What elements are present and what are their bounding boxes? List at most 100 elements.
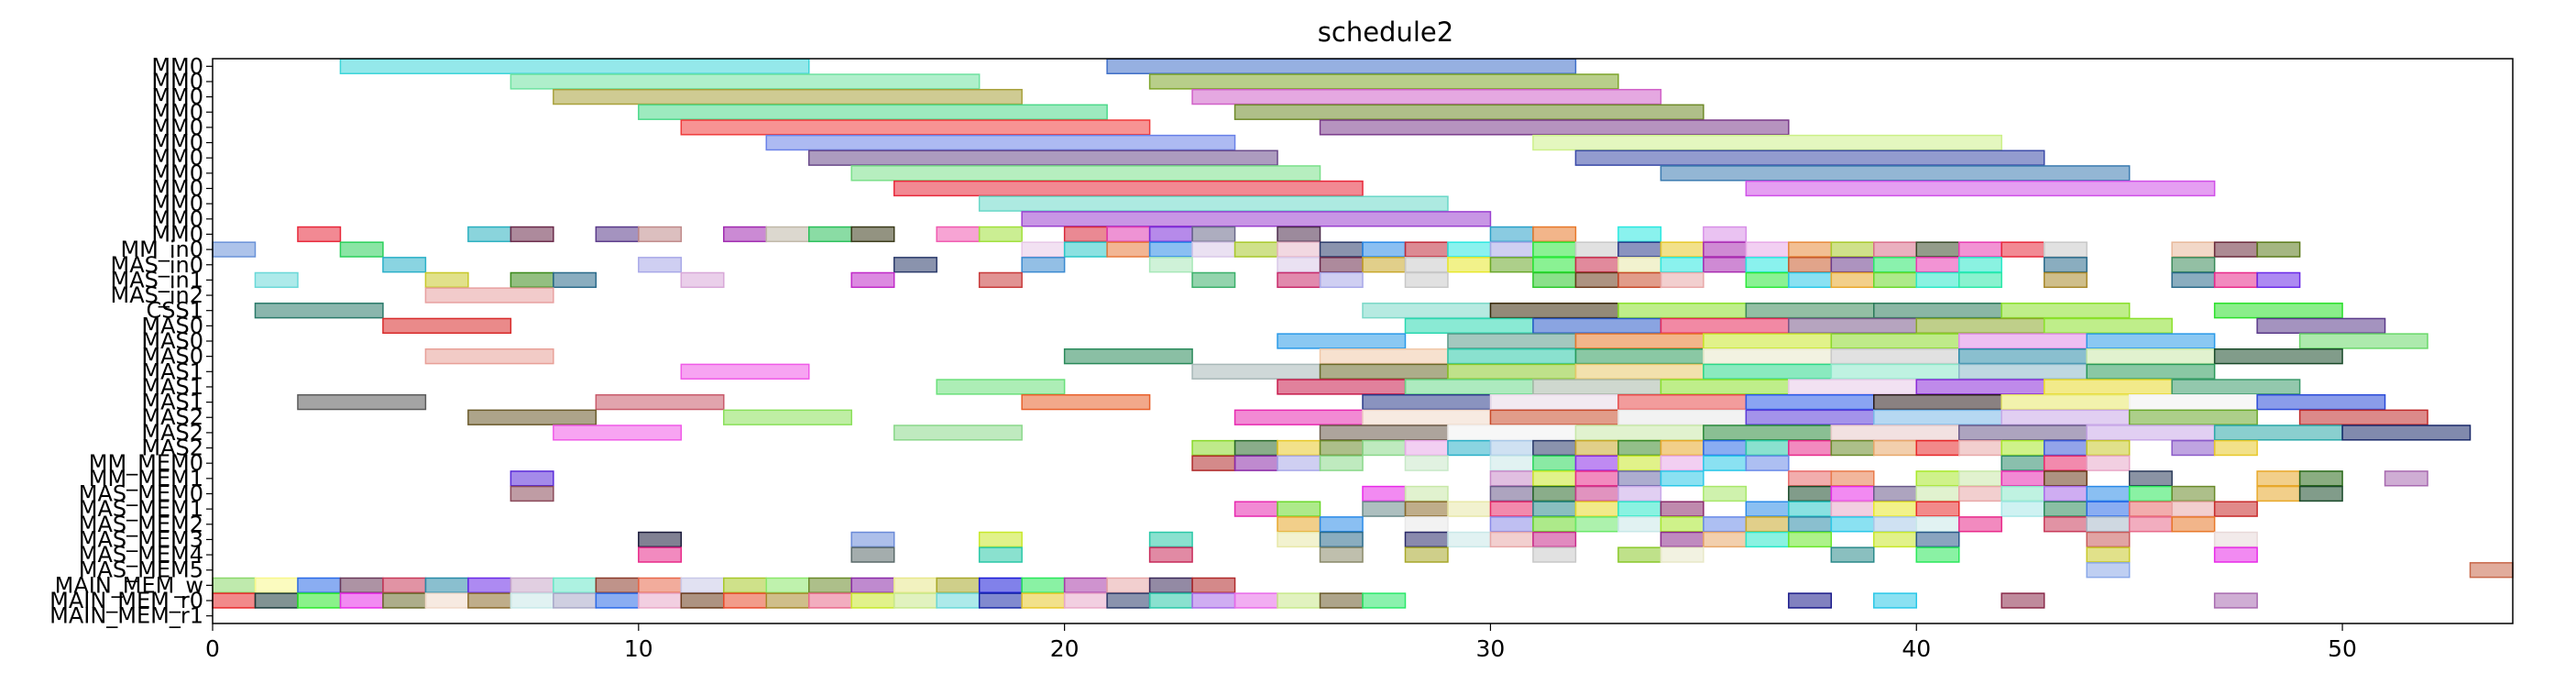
task-bar [2043, 501, 2088, 517]
task-bar [1574, 470, 1619, 487]
chart-title: schedule2 [1318, 17, 1453, 48]
y-tick-label: MAS0 [141, 328, 203, 354]
task-bar [978, 195, 1449, 212]
task-bar [1617, 501, 1662, 517]
task-bar [1703, 226, 1748, 243]
task-bar [1319, 363, 1449, 380]
task-bar [2128, 516, 2173, 533]
task-bar [1617, 303, 1748, 319]
task-bar [1319, 241, 1364, 258]
task-bar [978, 271, 1023, 289]
task-bar [1362, 241, 1407, 258]
y-tick-label: MAS_MEM0 [79, 480, 203, 506]
task-bar [1319, 425, 1449, 441]
task-bar [1957, 363, 2088, 380]
y-tick-label: MAIN_MEM_r1 [49, 603, 203, 629]
task-bar [1021, 393, 1151, 411]
task-bar [1532, 546, 1577, 563]
task-bar [1319, 516, 1364, 533]
task-bar [1957, 257, 2002, 273]
task-bar [1362, 439, 1407, 457]
task-bar [2171, 501, 2216, 517]
task-bar [553, 592, 597, 609]
y-tick-label: MM0 [151, 130, 203, 156]
task-bar [2086, 546, 2131, 563]
task-bar [638, 592, 683, 609]
task-bar [1106, 58, 1577, 74]
task-bar [2213, 241, 2258, 258]
task-bar [1447, 363, 1577, 380]
task-bar [1148, 226, 1193, 243]
task-bar [936, 592, 981, 609]
task-bar [2128, 501, 2173, 517]
y-tick-label: MM0 [151, 221, 203, 247]
task-bar [1574, 257, 1619, 273]
task-bar [978, 592, 1023, 609]
task-bar [807, 149, 1278, 166]
task-bar [1617, 271, 1662, 289]
task-bar [2298, 485, 2343, 502]
task-bar [1489, 409, 1619, 425]
task-bar [1532, 439, 1577, 457]
task-bar [893, 592, 937, 609]
task-bar [1277, 379, 1407, 395]
task-bar [638, 531, 683, 548]
task-bar [1617, 516, 1662, 533]
task-bar [212, 241, 257, 258]
task-bar [1021, 241, 1066, 258]
task-bar [1957, 516, 2002, 533]
task-bar [2001, 393, 2131, 411]
task-bar [1788, 516, 1833, 533]
task-bar [850, 226, 895, 243]
task-bar [1148, 73, 1619, 90]
task-bar [765, 592, 810, 609]
task-bar [1277, 333, 1407, 349]
task-bar [765, 134, 1236, 151]
task-bar [1957, 348, 2088, 365]
task-bar [2001, 501, 2045, 517]
task-bar [723, 226, 768, 243]
task-bar [1957, 485, 2002, 502]
task-bar [638, 257, 683, 273]
task-bar [1148, 257, 1193, 273]
task-bar [2213, 303, 2343, 319]
task-bar [1660, 439, 1705, 457]
task-bar [510, 470, 554, 487]
task-bar [1489, 470, 1534, 487]
task-bar [2256, 317, 2386, 335]
y-tick-label: CSS1 [147, 298, 204, 324]
task-bar [1830, 546, 1875, 563]
task-bar [893, 577, 937, 594]
task-bar [1319, 119, 1790, 136]
task-bar [254, 577, 299, 594]
task-bar [2086, 531, 2131, 548]
task-bar [723, 409, 852, 425]
task-bar [1532, 317, 1662, 335]
task-bar [1873, 409, 2002, 425]
task-bar [1362, 409, 1492, 425]
task-bar [1191, 439, 1236, 457]
task-bar [1957, 425, 2088, 441]
task-bar [1660, 546, 1705, 563]
task-bar [1404, 546, 1449, 563]
task-bar [1703, 485, 1748, 502]
task-bar [1233, 241, 1278, 258]
task-bar [1447, 501, 1492, 517]
task-bar [1148, 546, 1193, 563]
task-bar [2086, 516, 2131, 533]
y-tick-label: MM_MEM0 [89, 450, 203, 476]
task-bar [1873, 531, 1918, 548]
task-bar [467, 592, 512, 609]
task-bar [1574, 149, 2045, 166]
task-bar [424, 592, 469, 609]
task-bar [1447, 425, 1577, 441]
task-bar [1745, 271, 1790, 289]
y-tick-label: MAS2 [141, 420, 203, 446]
task-bar [1233, 439, 1278, 457]
task-bar [680, 119, 1151, 136]
task-bar [2043, 241, 2088, 258]
task-bar [2469, 562, 2514, 579]
task-bar [1404, 439, 1449, 457]
task-bar [1915, 516, 1960, 533]
task-bar [1745, 303, 1875, 319]
